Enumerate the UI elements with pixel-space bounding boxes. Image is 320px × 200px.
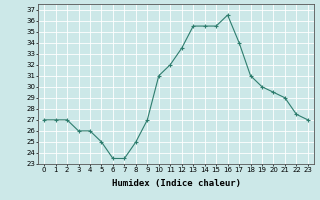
X-axis label: Humidex (Indice chaleur): Humidex (Indice chaleur) <box>111 179 241 188</box>
